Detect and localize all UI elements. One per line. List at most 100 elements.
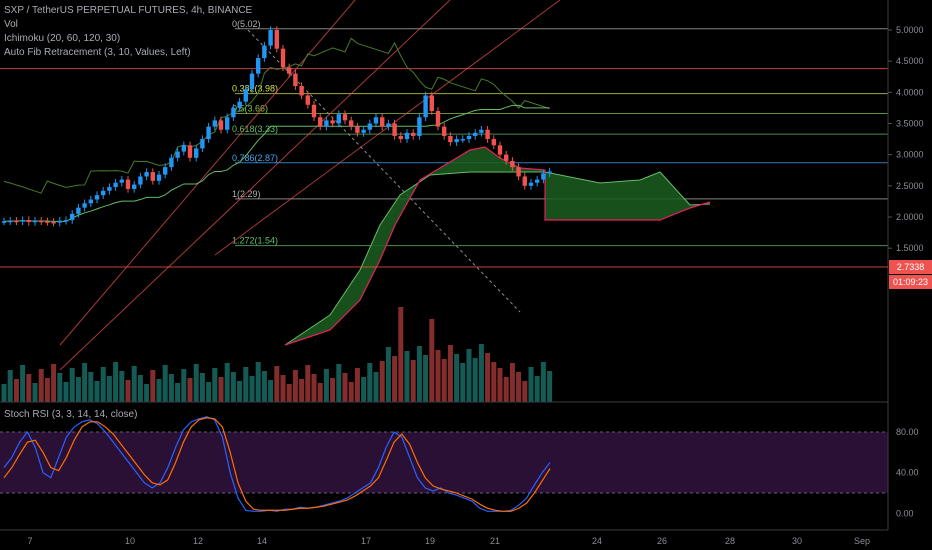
candle-body: [516, 167, 521, 177]
candle-body: [63, 220, 69, 222]
volume-bar: [323, 369, 329, 402]
volume-bar: [168, 374, 174, 402]
symbol-title[interactable]: SXP / TetherUS PERPETUAL FUTURES, 4h, BI…: [4, 5, 253, 16]
candle-body: [14, 220, 19, 223]
candle-body: [318, 117, 323, 127]
volume-bar: [379, 361, 385, 402]
ichimoku-conversion-line: [3, 37, 550, 194]
candle-body: [541, 173, 546, 180]
candle-body: [187, 145, 193, 158]
candle-body: [386, 123, 391, 127]
volume-bar: [454, 354, 460, 402]
volume-bar: [286, 384, 292, 402]
volume-bar: [69, 368, 75, 402]
rsi-tick-label: 40.00: [896, 468, 919, 478]
candle-body: [107, 187, 112, 191]
candle-body: [163, 167, 168, 175]
volume-bar: [503, 377, 509, 402]
volume-bar: [472, 358, 478, 402]
vol-indicator-label[interactable]: Vol: [4, 19, 18, 30]
volume-bar: [280, 375, 286, 402]
volume-bar: [392, 356, 398, 402]
volume-bar: [385, 347, 391, 402]
time-tick-label: 24: [592, 536, 602, 546]
volume-bar: [497, 368, 503, 402]
volume-bar: [7, 370, 13, 402]
volume-bar: [119, 371, 125, 402]
candle-body: [76, 207, 81, 214]
candle-body: [26, 220, 31, 222]
volume-bar: [460, 363, 466, 402]
candle-body: [268, 30, 273, 46]
candle-body: [305, 95, 310, 105]
time-tick-label: 14: [257, 536, 267, 546]
candle-body: [547, 171, 552, 174]
volume-bar: [509, 363, 515, 402]
candles: [1, 26, 552, 227]
time-tick-label: 17: [361, 536, 371, 546]
volume-bar: [441, 359, 447, 402]
candle-body: [367, 123, 372, 130]
candle-body: [349, 120, 354, 127]
candle-body: [249, 73, 255, 90]
candle-body: [504, 154, 509, 161]
volume-bar: [26, 374, 32, 402]
volume-bar: [404, 351, 410, 402]
volume-bar: [522, 381, 528, 402]
candle-body: [324, 120, 329, 127]
volume-bar: [75, 377, 81, 402]
rsi-axis: 80.00 40.00 0.00: [896, 427, 919, 518]
price-tick-label: 2.0000: [896, 212, 924, 222]
candle-body: [218, 120, 224, 130]
price-tick-label: 3.0000: [896, 150, 924, 160]
candle-body: [8, 220, 13, 223]
volume-bar: [230, 372, 236, 402]
candle-body: [144, 172, 149, 177]
candle-body: [392, 123, 397, 136]
volume-bar: [94, 381, 100, 402]
volume-bar: [137, 375, 143, 402]
candle-body: [479, 129, 484, 133]
volume-bar: [423, 355, 429, 402]
rsi-band: [0, 432, 888, 493]
volume-bar: [485, 353, 491, 402]
candle-body: [355, 126, 360, 133]
volume-bar: [249, 376, 255, 402]
fib-indicator-label[interactable]: Auto Fib Retracement (3, 10, Values, Lef…: [4, 47, 191, 58]
volume-bar: [336, 364, 342, 402]
ichimoku-span-a: [284, 171, 711, 346]
candle-body: [417, 117, 422, 136]
candle-body: [57, 220, 62, 223]
price-tick-label: 3.5000: [896, 118, 924, 128]
price-axis: 5.0000 4.5000 4.0000 3.5000 3.0000 2.5000 2.00…: [888, 25, 924, 253]
ichimoku-base-line: [3, 104, 550, 222]
candle-body: [243, 89, 248, 102]
fib-level-label: 0.618(3.33): [232, 124, 278, 134]
time-axis: 7 10 12 14 17 19 21 24 26 28 30 Sep: [27, 536, 870, 546]
candle-body: [169, 157, 174, 168]
candle-body: [380, 117, 385, 127]
candle-body: [287, 67, 292, 74]
candle-body: [460, 139, 465, 141]
candle-body: [113, 182, 118, 188]
volume-bar: [150, 370, 156, 402]
time-tick-label: 28: [725, 536, 735, 546]
stoch-rsi-label[interactable]: Stoch RSI (3, 3, 14, 14, close): [4, 409, 138, 420]
volume-bar: [237, 381, 243, 402]
volume-bar: [354, 368, 360, 402]
volume-bar: [20, 365, 26, 402]
candle-body: [280, 48, 286, 68]
candle-body: [231, 107, 236, 118]
candle-body: [293, 73, 298, 87]
candle-body: [485, 129, 490, 140]
candle-body: [466, 135, 472, 140]
volume-bar: [528, 367, 534, 402]
candle-body: [535, 179, 540, 183]
volume-bar: [398, 307, 404, 402]
price-tick-label: 4.5000: [896, 56, 924, 66]
trend-line: [214, 0, 561, 256]
volume-bar: [82, 363, 88, 402]
ichimoku-indicator-label[interactable]: Ichimoku (20, 60, 120, 30): [4, 33, 121, 44]
candle-body: [299, 86, 304, 96]
